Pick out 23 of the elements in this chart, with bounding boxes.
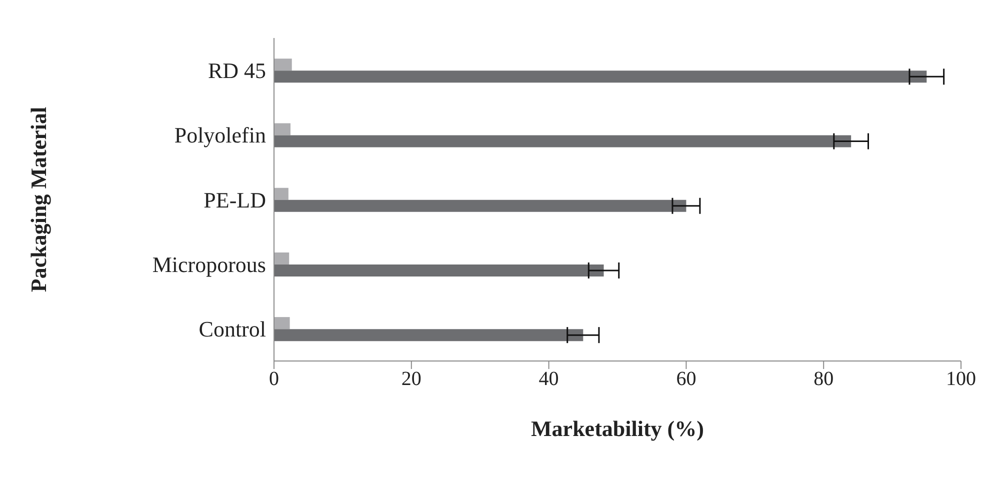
y-tick-label: RD 45: [208, 58, 266, 84]
x-tick-label: 0: [269, 368, 279, 390]
bar: [274, 70, 927, 83]
y-tick-label: Microporous: [152, 252, 266, 277]
y-tick-label: Control: [198, 316, 266, 342]
x-tick-label: 80: [814, 368, 834, 390]
bar: [274, 264, 604, 276]
x-tick-label: 20: [401, 368, 422, 390]
x-tick-label: 40: [538, 368, 559, 390]
bar: [274, 252, 290, 264]
bar: [274, 123, 290, 136]
bar: [274, 58, 292, 71]
y-tick-label: Polyolefin: [174, 122, 266, 148]
bar: [274, 200, 686, 212]
bar: [274, 329, 584, 342]
x-tick-label: 60: [676, 368, 696, 390]
bar: [274, 317, 290, 330]
x-axis-title: Marketability (%): [531, 416, 704, 441]
y-tick-label: PE-LD: [204, 187, 266, 212]
bar: [274, 135, 852, 148]
x-tick-label: 100: [946, 368, 976, 390]
bar: [274, 188, 288, 200]
y-axis-title: Packaging Material: [26, 106, 51, 292]
